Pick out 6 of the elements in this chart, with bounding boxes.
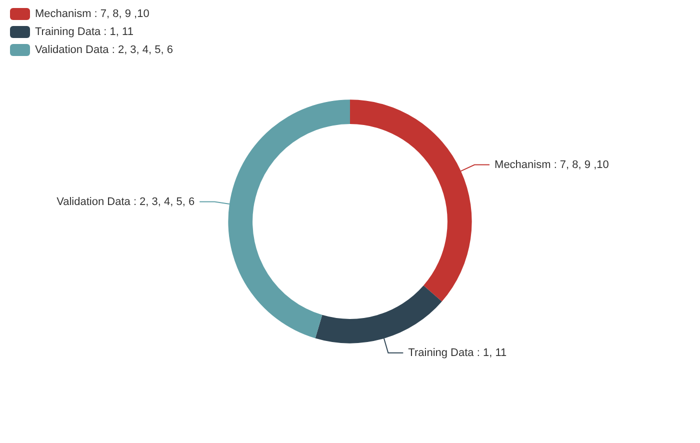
legend-label: Validation Data : 2, 3, 4, 5, 6	[35, 44, 173, 56]
legend-label: Mechanism : 7, 8, 9 ,10	[35, 8, 150, 20]
slice-label: Mechanism : 7, 8, 9 ,10	[494, 158, 609, 171]
slice-label: Training Data : 1, 11	[408, 346, 507, 359]
legend-label: Training Data : 1, 11	[35, 26, 134, 38]
slice-label: Validation Data : 2, 3, 4, 5, 6	[56, 196, 195, 208]
